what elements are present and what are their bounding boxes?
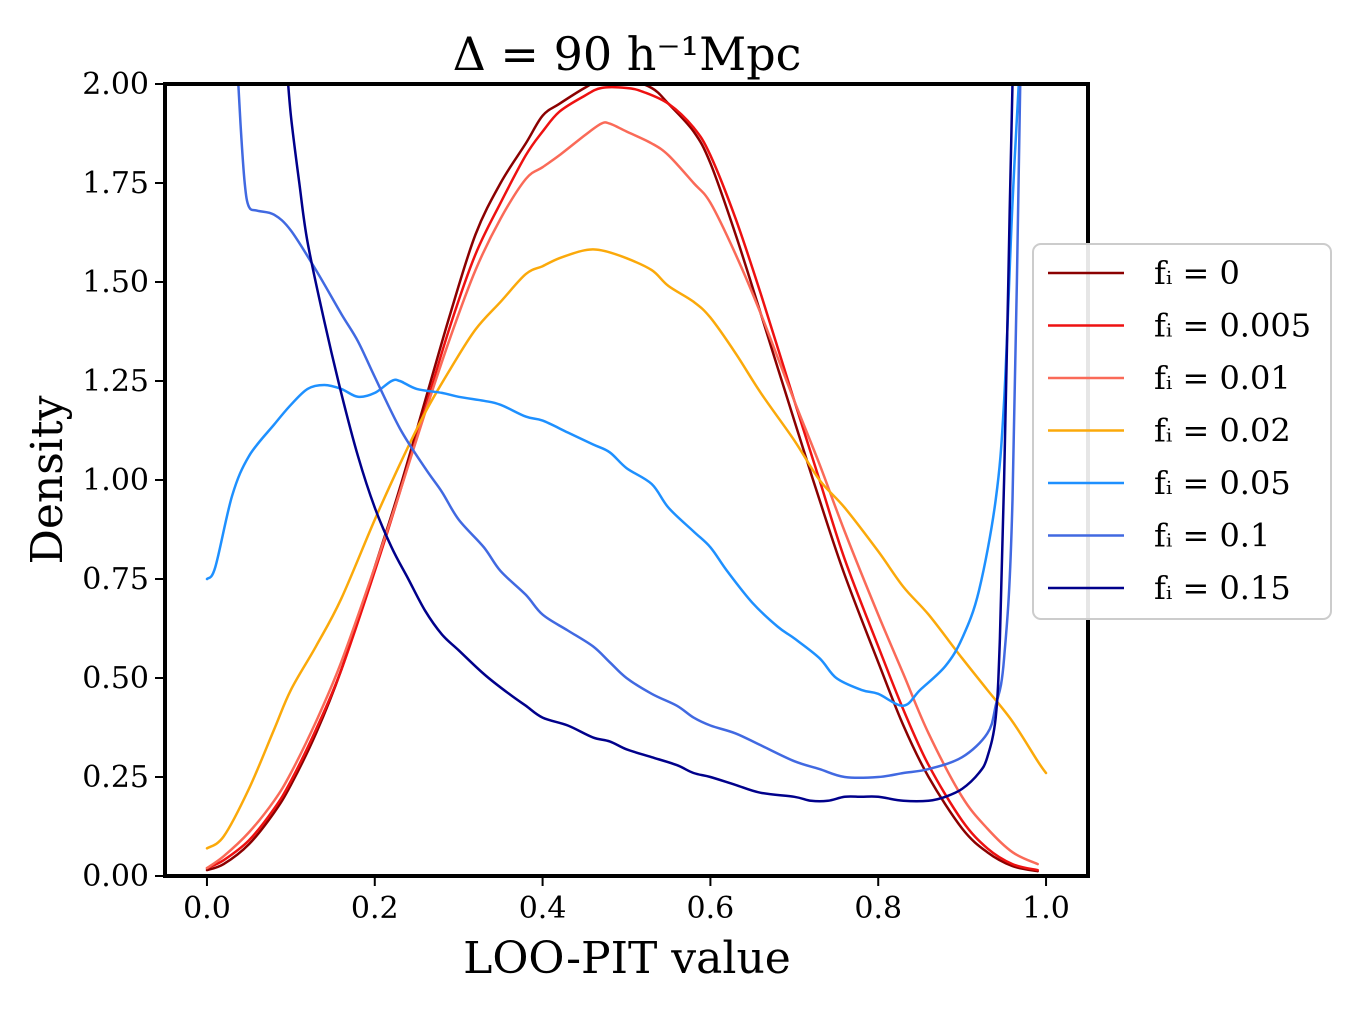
legend-label-6: fᵢ = 0.15 <box>1154 569 1291 607</box>
y-tick-label: 2.00 <box>82 67 149 102</box>
legend-label-3: fᵢ = 0.02 <box>1154 412 1291 450</box>
x-tick-label: 0.6 <box>687 891 735 926</box>
series-line-6 <box>286 84 1014 803</box>
legend-frame <box>1032 243 1332 620</box>
series-line-1 <box>205 85 1039 872</box>
legend-label-4: fᵢ = 0.05 <box>1154 464 1291 502</box>
legend-label-5: fᵢ = 0.1 <box>1154 517 1270 555</box>
series-line-2 <box>205 121 1039 870</box>
legend: fᵢ = 0 fᵢ = 0.005 fᵢ = 0.01 fᵢ = 0.02 fᵢ = 0… <box>1032 243 1332 620</box>
y-tick-label: 1.25 <box>82 364 149 399</box>
x-axis-label: LOO-PIT value <box>463 933 791 984</box>
series-line-0 <box>205 84 1039 873</box>
x-tick-label: 0.2 <box>351 891 399 926</box>
series-layer <box>205 84 1048 873</box>
y-axis-label: Density <box>22 395 73 564</box>
series-line-4 <box>205 84 1020 707</box>
y-tick-label: 1.00 <box>82 463 149 498</box>
y-tick-label: 0.50 <box>82 661 149 696</box>
y-tick-label: 0.25 <box>82 760 149 795</box>
x-axis: 0.0 0.2 0.4 0.6 0.8 1.0 <box>183 876 1070 926</box>
y-axis: 0.00 0.25 0.50 0.75 1.00 1.25 1.50 1.75 2.00 <box>82 67 165 894</box>
x-tick-label: 0.0 <box>183 891 231 926</box>
series-line-5 <box>237 84 1022 780</box>
legend-label-2: fᵢ = 0.01 <box>1154 359 1291 397</box>
chart-title: Δ = 90 h⁻¹Mpc <box>453 27 802 81</box>
x-tick-label: 0.4 <box>519 891 567 926</box>
x-tick-label: 1.0 <box>1022 891 1070 926</box>
legend-label-0: fᵢ = 0 <box>1154 254 1240 292</box>
legend-label-1: fᵢ = 0.005 <box>1154 307 1311 345</box>
y-tick-label: 0.75 <box>82 562 149 597</box>
x-tick-label: 0.8 <box>854 891 902 926</box>
y-tick-label: 0.00 <box>82 859 149 894</box>
y-tick-label: 1.75 <box>82 166 149 201</box>
y-tick-label: 1.50 <box>82 265 149 300</box>
series-line-3 <box>205 248 1048 850</box>
